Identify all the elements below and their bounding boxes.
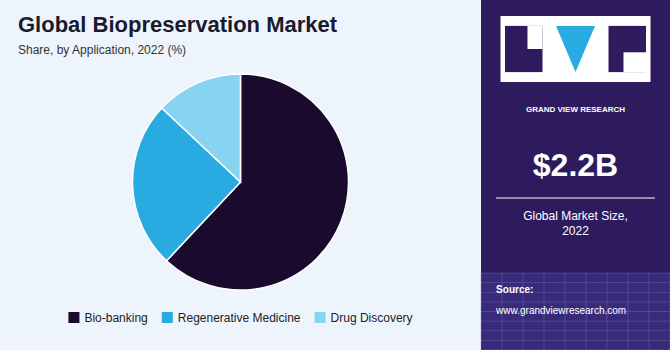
decor-line — [481, 330, 670, 331]
chart: Global Biopreservation Market Share, by A… — [0, 0, 670, 350]
annotation: $2.2B — [533, 147, 618, 183]
decor-line — [481, 340, 670, 341]
legend-item: Bio-banking — [68, 311, 147, 325]
logo — [501, 16, 651, 82]
logo-shape — [609, 26, 647, 72]
decor-line — [481, 321, 670, 322]
annotation-line: Source: — [496, 284, 533, 295]
decor-grid — [481, 273, 670, 350]
decor-line — [481, 301, 670, 302]
divider — [496, 198, 655, 199]
decor-line — [481, 273, 670, 274]
logo-shape — [556, 26, 595, 72]
annotation-line: $2.2B — [533, 147, 618, 183]
legend-swatch — [315, 312, 326, 323]
subtitle: Share, by Application, 2022 (%) — [18, 43, 186, 57]
decor-line — [628, 273, 629, 350]
legend-item: Regenerative Medicine — [162, 311, 301, 325]
pie — [132, 74, 348, 290]
logo-shape — [624, 52, 647, 72]
annotation-line: www.grandviewresearch.com — [495, 305, 626, 316]
annotation: www.grandviewresearch.com — [495, 305, 626, 316]
legend-label: Bio-banking — [84, 311, 147, 325]
annotation: Source: — [496, 284, 533, 295]
side-panel: GRAND VIEW RESEARCH $2.2B Global Market Si… — [481, 0, 670, 350]
pie-slice — [162, 74, 241, 182]
legend-swatch — [162, 312, 173, 323]
annotation: Global Market Size,2022 — [523, 209, 628, 238]
legend-label: Drug Discovery — [331, 311, 413, 325]
decor-line — [649, 273, 650, 350]
legend-swatch — [68, 312, 79, 323]
title: Global Biopreservation Market — [18, 12, 338, 37]
legend-label: Regenerative Medicine — [178, 311, 301, 325]
legend: Bio-banking Regenerative Medicine Drug Dis… — [68, 311, 412, 325]
decor-line — [481, 273, 482, 350]
legend-item: Drug Discovery — [315, 311, 413, 325]
logo-box — [501, 16, 651, 82]
annotation-line: 2022 — [562, 224, 589, 238]
logo-shape — [528, 26, 543, 49]
side-background — [481, 0, 670, 350]
logo-shape — [505, 26, 543, 72]
decor-line — [481, 282, 670, 283]
annotation-line: Global Market Size, — [523, 209, 628, 223]
background — [0, 0, 481, 350]
annotation: GRAND VIEW RESEARCH — [526, 105, 625, 114]
annotation-line: GRAND VIEW RESEARCH — [526, 105, 625, 114]
